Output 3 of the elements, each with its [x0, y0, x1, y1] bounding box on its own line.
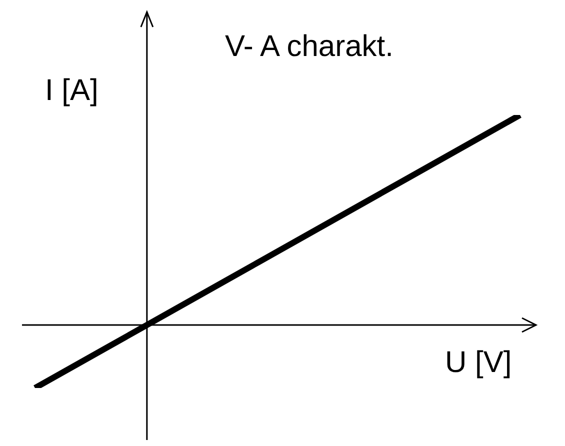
y-axis-title: I [A] — [45, 74, 98, 107]
chart-title: V- A charakt. — [225, 30, 394, 63]
x-axis-title: U [V] — [445, 346, 512, 379]
